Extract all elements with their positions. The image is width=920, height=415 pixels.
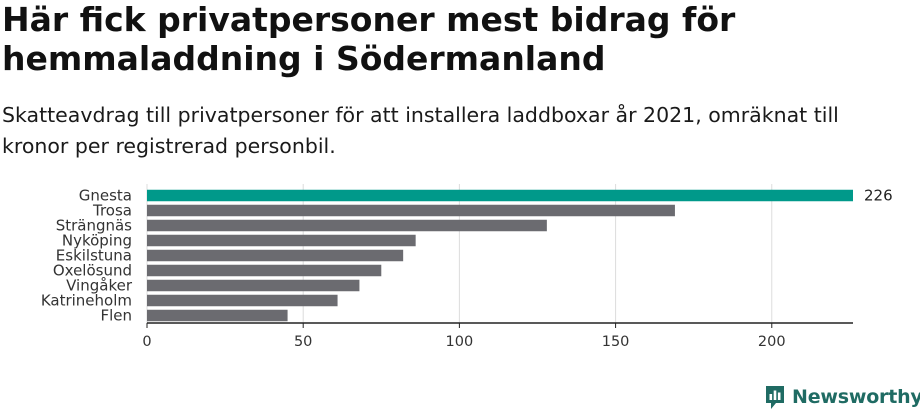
category-label: Vingåker bbox=[66, 277, 133, 295]
bar bbox=[147, 294, 338, 307]
x-tick-label: 100 bbox=[446, 334, 474, 350]
bar-chart: GnestaTrosaSträngnäsNyköpingEskilstunaOx… bbox=[41, 184, 893, 350]
x-tick-label: 50 bbox=[294, 334, 312, 350]
category-label: Strängnäs bbox=[56, 217, 132, 235]
data-label: 226 bbox=[864, 187, 893, 205]
chart-subtitle: Skatteavdrag till privatpersoner för att… bbox=[2, 103, 839, 158]
brand-name: Newsworthy bbox=[792, 386, 920, 408]
category-label: Gnesta bbox=[79, 187, 132, 205]
x-tick-label: 0 bbox=[142, 334, 151, 350]
bar bbox=[147, 219, 547, 232]
bar bbox=[147, 249, 404, 262]
newsworthy-logo-icon bbox=[766, 386, 784, 409]
category-label: Flen bbox=[100, 307, 132, 325]
x-tick-label: 150 bbox=[602, 334, 630, 350]
brand-logo: Newsworthy bbox=[764, 382, 920, 412]
x-tick-label: 200 bbox=[758, 334, 786, 350]
category-label: Trosa bbox=[92, 202, 132, 220]
bar bbox=[147, 189, 853, 202]
bar bbox=[147, 309, 288, 322]
bar bbox=[147, 204, 675, 217]
bar bbox=[147, 234, 416, 247]
category-label: Nyköping bbox=[62, 232, 132, 250]
bar bbox=[147, 279, 360, 292]
category-label: Oxelösund bbox=[53, 262, 132, 280]
bar bbox=[147, 264, 382, 277]
category-label: Eskilstuna bbox=[56, 247, 132, 265]
chart-title: Här fick privatpersoner mest bidrag för … bbox=[2, 0, 736, 78]
category-label: Katrineholm bbox=[41, 292, 132, 310]
